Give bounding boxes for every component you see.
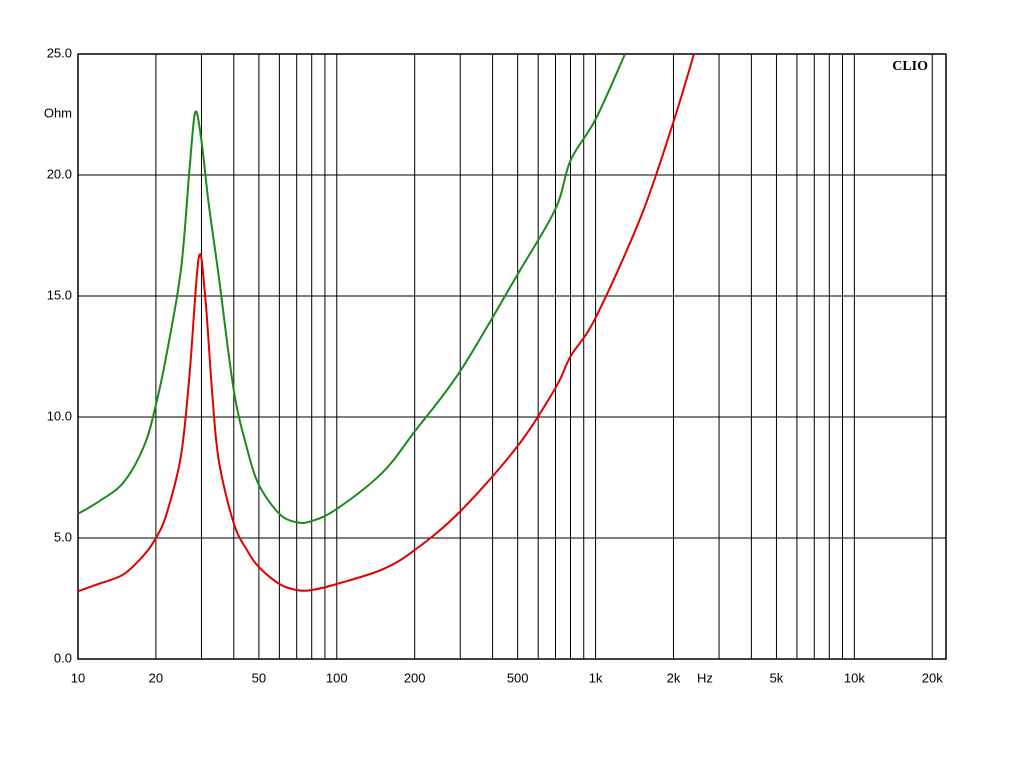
y-tick-label: 5.0 [54,529,72,544]
y-tick-label: 0.0 [54,650,72,665]
y-tick-label: 15.0 [47,287,72,302]
x-tick-label: 1k [589,670,603,685]
impedance-curve [78,54,626,525]
x-tick-label: 10 [71,670,85,685]
x-tick-label: 5k [770,670,784,685]
x-tick-label: 10k [844,670,865,685]
plot-frame [77,53,947,660]
x-tick-label: 20k [922,670,943,685]
y-tick-label: 25.0 [47,45,72,60]
x-tick-label: 2k [667,670,681,685]
x-tick-label: 500 [507,670,529,685]
x-tick-label: 50 [252,670,266,685]
y-tick-label: 20.0 [47,166,72,181]
y-tick-label: 10.0 [47,408,72,423]
x-tick-label: 100 [326,670,348,685]
x-axis-label: Hz [697,670,713,685]
x-tick-label: 200 [404,670,426,685]
x-tick-label: 20 [149,670,163,685]
y-axis-label: Ohm [44,105,72,120]
annotation: CLIO [892,59,928,74]
impedance-curve [78,54,695,593]
